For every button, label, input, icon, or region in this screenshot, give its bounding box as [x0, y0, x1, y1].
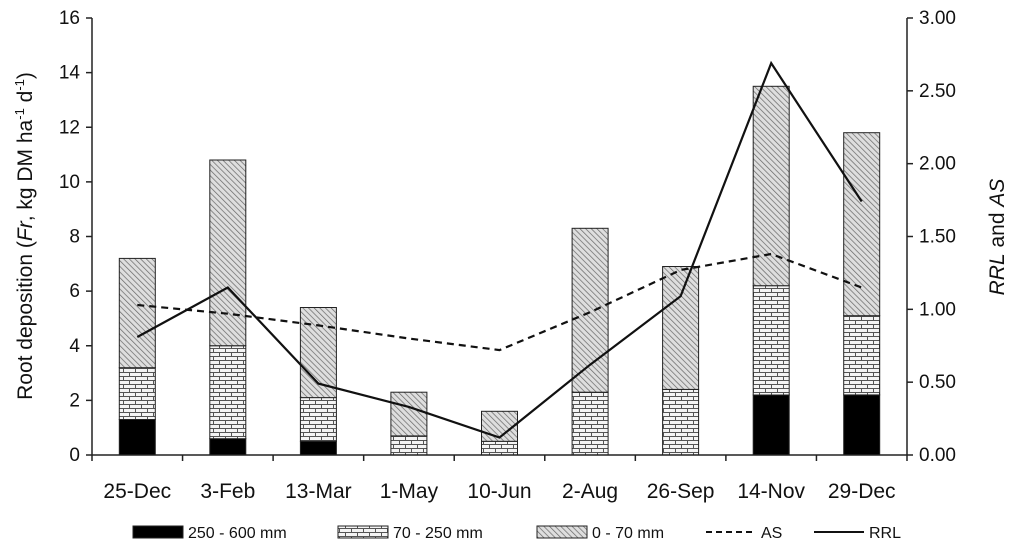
lines-layer: [136, 60, 863, 439]
bar-segment: [752, 394, 790, 456]
left-tick-label: 6: [69, 281, 80, 302]
legend-label: 250 - 600 mm: [188, 525, 287, 542]
bar-segment: [662, 266, 700, 390]
category-labels: 25-Dec 3-Feb 13-Mar 1-May 10-Jun 2-Aug 26-Sep 1…: [91, 455, 908, 503]
category-label: 3-Feb: [200, 480, 255, 503]
legend-swatch: [132, 525, 184, 539]
right-tick-label: 2.00: [919, 154, 956, 175]
legend-swatch: [536, 525, 588, 539]
bar-segment: [209, 159, 247, 347]
bar-segment: [209, 345, 247, 440]
bar-segment: [299, 440, 337, 456]
y-left-fr: Fr: [14, 220, 37, 241]
left-tick-label: 12: [59, 117, 80, 138]
right-tick-label: 3.00: [919, 8, 956, 29]
bar-segment: [481, 440, 518, 456]
y-left-sup1: -1: [12, 108, 27, 120]
bar-segment: [662, 388, 700, 456]
y-right-and: and: [986, 207, 1009, 254]
bar-segment: [118, 419, 156, 456]
bar-segment: [299, 397, 337, 442]
left-axis-ticks: 0 2 4 6 8 10 12 14 16: [59, 8, 92, 466]
y-left-close: ): [14, 72, 37, 79]
right-tick-label: 1.00: [919, 299, 956, 320]
left-tick-label: 0: [69, 445, 80, 466]
bar-segment: [752, 285, 790, 396]
bar-segment: [752, 85, 790, 287]
bar-segment: [118, 367, 156, 421]
series-line-as: [137, 252, 863, 352]
bar-segment: [571, 391, 609, 456]
bar-segment: [390, 435, 428, 456]
legend-swatch: [337, 525, 389, 539]
left-tick-label: 16: [59, 8, 80, 29]
bar-segment: [118, 257, 156, 369]
y-right-as: AS: [986, 179, 1009, 209]
bar-segment: [843, 315, 881, 396]
left-tick-label: 8: [69, 227, 80, 248]
right-tick-label: 2.50: [919, 81, 956, 102]
y-axis-title-left: Root deposition (Fr, kg DM ha-1 d-1): [12, 72, 37, 400]
legend-label: 0 - 70 mm: [592, 525, 664, 542]
bar-segment: [843, 132, 881, 317]
y-right-rrl: RRL: [986, 253, 1009, 295]
right-tick-label: 1.50: [919, 227, 956, 248]
y-left-d: d: [14, 91, 37, 109]
y-left-unit: , kg DM ha: [14, 119, 37, 221]
bar-segment: [209, 438, 247, 456]
left-tick-label: 10: [59, 172, 80, 193]
category-label: 29-Dec: [828, 480, 896, 503]
y-left-sup2: -1: [12, 79, 27, 91]
left-tick-label: 14: [59, 63, 81, 84]
category-label: 10-Jun: [467, 480, 531, 503]
legend-label: AS: [761, 525, 782, 542]
category-label: 13-Mar: [285, 480, 352, 503]
category-label: 1-May: [380, 480, 439, 503]
category-label: 2-Aug: [562, 480, 618, 503]
legend-label: 70 - 250 mm: [393, 525, 483, 542]
bar-segment: [390, 391, 428, 437]
category-label: 14-Nov: [737, 480, 805, 503]
right-tick-label: 0.50: [919, 372, 956, 393]
bar-segment: [843, 394, 881, 456]
category-label: 25-Dec: [103, 480, 171, 503]
legend: 250 - 600 mm 70 - 250 mm 0 - 70 mm AS RRL: [132, 525, 901, 542]
y-axis-title-right: RRL and AS: [986, 179, 1009, 296]
category-label: 26-Sep: [647, 480, 715, 503]
right-axis-ticks: 0.00 0.50 1.00 1.50 2.00 2.50 3.00: [907, 8, 956, 466]
bar-segment: [571, 227, 609, 393]
series-line-rrl: [136, 60, 863, 439]
right-tick-label: 0.00: [919, 445, 956, 466]
bars-layer: [118, 85, 881, 456]
left-tick-label: 4: [69, 336, 80, 357]
left-tick-label: 2: [69, 390, 80, 411]
legend-label: RRL: [869, 525, 901, 542]
y-left-prefix: Root deposition (: [14, 241, 37, 400]
